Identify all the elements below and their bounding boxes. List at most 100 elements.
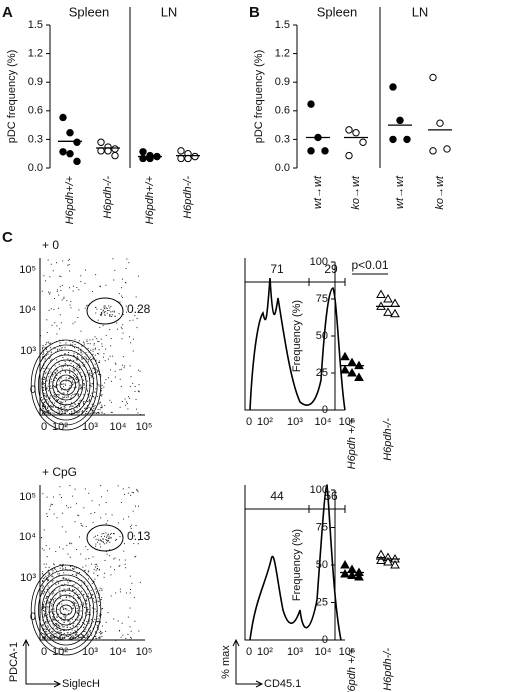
event-dot [44, 625, 46, 627]
event-dot [69, 270, 71, 272]
event-dot [72, 379, 74, 381]
event-dot [58, 378, 60, 380]
event-dot [73, 602, 75, 604]
event-dot [61, 619, 63, 621]
event-dot [72, 374, 74, 376]
event-dot [129, 526, 131, 528]
y-tick-label: 10⁵ [19, 491, 36, 503]
event-dot [78, 369, 80, 371]
event-dot [42, 399, 44, 401]
event-dot [100, 536, 102, 538]
event-dot [86, 636, 88, 638]
event-dot [71, 412, 73, 414]
event-dot [64, 384, 66, 386]
event-dot [50, 637, 52, 639]
event-dot [84, 569, 86, 571]
event-dot [64, 363, 66, 365]
y-tick-label: 0 [322, 404, 328, 416]
event-dot [70, 343, 72, 345]
event-dot [86, 358, 88, 360]
event-dot [68, 263, 70, 265]
event-dot [57, 369, 59, 371]
event-dot [79, 605, 81, 607]
event-dot [89, 343, 91, 345]
event-dot [68, 637, 70, 639]
event-dot [80, 604, 82, 606]
event-dot [67, 390, 69, 392]
event-dot [109, 549, 111, 551]
event-dot [92, 521, 94, 523]
event-dot [50, 406, 52, 408]
x-tick-label: wt→wt [312, 175, 324, 209]
event-dot [47, 637, 49, 639]
event-dot [48, 573, 50, 575]
event-dot [50, 378, 52, 380]
panel-label: B [249, 4, 260, 21]
event-dot [121, 287, 123, 289]
event-dot [60, 348, 62, 350]
event-dot [80, 387, 82, 389]
event-dot [51, 593, 53, 595]
event-dot [105, 523, 107, 525]
event-dot [59, 627, 61, 629]
event-dot [85, 376, 87, 378]
event-dot [77, 317, 79, 319]
event-dot [128, 516, 130, 518]
y-tick-label: 1.5 [275, 19, 290, 31]
event-dot [77, 356, 79, 358]
x-tick-label: wt→wt [394, 175, 406, 209]
event-dot [50, 635, 52, 637]
scatter-cloud [40, 485, 141, 641]
event-dot [60, 345, 62, 347]
event-dot [55, 373, 57, 375]
event-dot [129, 365, 131, 367]
event-dot [98, 569, 100, 571]
gate-label: 0.13 [127, 529, 151, 543]
event-dot [46, 629, 48, 631]
event-dot [87, 389, 89, 391]
event-dot [46, 615, 48, 617]
event-dot [67, 620, 69, 622]
marker [111, 151, 119, 160]
event-dot [61, 564, 63, 566]
event-dot [42, 625, 44, 627]
event-dot [44, 360, 46, 362]
event-dot [119, 301, 121, 303]
event-dot [119, 591, 121, 593]
event-dot [63, 298, 65, 300]
event-dot [65, 342, 67, 344]
event-dot [60, 322, 62, 324]
event-dot [118, 630, 120, 632]
event-dot [64, 591, 66, 593]
event-dot [49, 276, 51, 278]
event-dot [129, 320, 131, 322]
event-dot [72, 589, 74, 591]
event-dot [95, 274, 97, 276]
event-dot [52, 633, 54, 635]
event-dot [91, 370, 93, 372]
event-dot [47, 588, 49, 590]
event-dot [56, 628, 58, 630]
event-dot [50, 371, 52, 373]
event-dot [101, 608, 103, 610]
event-dot [65, 578, 67, 580]
event-dot [126, 258, 128, 260]
event-dot [49, 620, 51, 622]
marker [340, 365, 350, 374]
event-dot [70, 395, 72, 397]
event-dot [128, 336, 130, 338]
event-dot [94, 631, 96, 633]
event-dot [47, 580, 49, 582]
event-dot [98, 373, 100, 375]
contour [56, 599, 77, 621]
event-dot [98, 637, 100, 639]
event-dot [59, 597, 61, 599]
event-dot [100, 614, 102, 616]
event-dot [105, 379, 107, 381]
event-dot [104, 535, 106, 537]
event-dot [89, 632, 91, 634]
event-dot [59, 603, 61, 605]
event-dot [125, 592, 127, 594]
event-dot [62, 396, 64, 398]
event-dot [43, 411, 45, 413]
